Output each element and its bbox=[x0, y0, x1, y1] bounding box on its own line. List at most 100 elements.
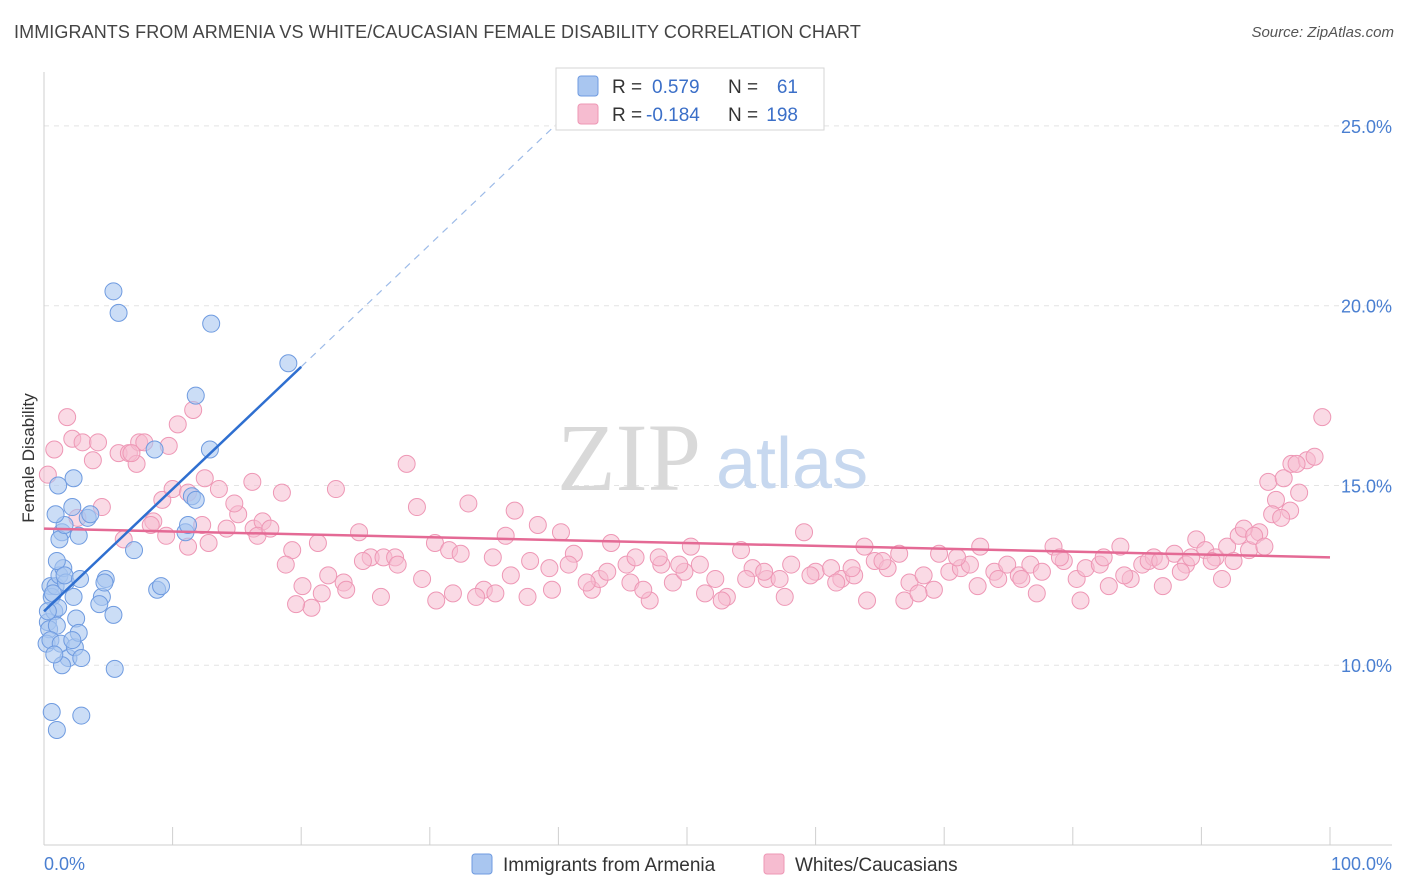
data-point-whites-caucasians bbox=[971, 537, 990, 556]
legend-swatch-pink bbox=[577, 103, 599, 125]
data-point-immigrants-from-armenia bbox=[72, 649, 91, 668]
data-point-whites-caucasians bbox=[914, 566, 933, 585]
data-point-immigrants-from-armenia bbox=[47, 551, 66, 570]
data-point-immigrants-from-armenia bbox=[145, 440, 164, 459]
data-point-immigrants-from-armenia bbox=[104, 282, 123, 301]
data-point-whites-caucasians bbox=[521, 551, 540, 570]
data-point-immigrants-from-armenia bbox=[186, 490, 205, 509]
trend-lines bbox=[43, 121, 1331, 613]
data-point-immigrants-from-armenia bbox=[63, 631, 82, 650]
data-point-immigrants-from-armenia bbox=[55, 566, 74, 585]
data-point-immigrants-from-armenia bbox=[279, 354, 298, 373]
data-point-whites-caucasians bbox=[732, 541, 751, 560]
y-tick-label: 25.0% bbox=[1341, 117, 1392, 137]
data-point-whites-caucasians bbox=[483, 548, 502, 567]
data-point-immigrants-from-armenia bbox=[200, 440, 219, 459]
data-point-whites-caucasians bbox=[388, 555, 407, 574]
data-point-whites-caucasians bbox=[141, 516, 160, 535]
data-point-whites-caucasians bbox=[1111, 537, 1130, 556]
data-point-whites-caucasians bbox=[1115, 566, 1134, 585]
data-point-whites-caucasians bbox=[858, 591, 877, 610]
gridlines bbox=[44, 125, 1392, 666]
y-tick-label: 10.0% bbox=[1341, 656, 1392, 676]
y-axis-tick-labels: 10.0% 15.0% 20.0% 25.0% bbox=[1341, 117, 1392, 676]
x-tick-label-min: 0.0% bbox=[44, 854, 85, 874]
data-point-whites-caucasians bbox=[998, 555, 1017, 574]
data-point-whites-caucasians bbox=[293, 577, 312, 596]
data-point-whites-caucasians bbox=[1151, 551, 1170, 570]
legend-n-label-blue: N = bbox=[728, 77, 758, 98]
data-point-whites-caucasians bbox=[168, 415, 187, 434]
bottom-legend-label-blue: Immigrants from Armenia bbox=[503, 855, 716, 876]
data-point-whites-caucasians bbox=[353, 551, 372, 570]
data-point-whites-caucasians bbox=[443, 584, 462, 603]
data-point-whites-caucasians bbox=[217, 519, 236, 538]
data-point-immigrants-from-armenia bbox=[105, 659, 124, 678]
data-point-whites-caucasians bbox=[1287, 454, 1306, 473]
data-point-whites-caucasians bbox=[350, 523, 369, 542]
data-point-whites-caucasians bbox=[670, 555, 689, 574]
x-axis-ticks bbox=[43, 827, 1331, 845]
data-point-whites-caucasians bbox=[371, 587, 390, 606]
correlation-legend: R = 0.579 N = 61 R = -0.184 N = 198 bbox=[555, 67, 825, 131]
data-point-whites-caucasians bbox=[706, 569, 725, 588]
data-point-whites-caucasians bbox=[1153, 577, 1172, 596]
data-point-whites-caucasians bbox=[319, 566, 338, 585]
data-point-immigrants-from-armenia bbox=[109, 303, 128, 322]
data-point-whites-caucasians bbox=[1272, 508, 1291, 527]
x-tick-label-max: 100.0% bbox=[1331, 854, 1392, 874]
data-point-whites-caucasians bbox=[598, 562, 617, 581]
data-point-immigrants-from-armenia bbox=[63, 498, 82, 517]
data-point-whites-caucasians bbox=[209, 480, 228, 499]
data-point-whites-caucasians bbox=[1099, 577, 1118, 596]
watermark-zip: ZIP bbox=[557, 404, 701, 511]
data-point-whites-caucasians bbox=[842, 559, 861, 578]
chart-title: IMMIGRANTS FROM ARMENIA VS WHITE/CAUCASI… bbox=[14, 22, 861, 42]
data-point-immigrants-from-armenia bbox=[69, 526, 88, 545]
data-point-whites-caucasians bbox=[577, 573, 596, 592]
data-point-whites-caucasians bbox=[1027, 584, 1046, 603]
data-point-whites-caucasians bbox=[890, 544, 909, 563]
data-point-whites-caucasians bbox=[989, 569, 1008, 588]
data-point-whites-caucasians bbox=[501, 566, 520, 585]
data-point-whites-caucasians bbox=[1050, 548, 1069, 567]
data-point-whites-caucasians bbox=[1305, 447, 1324, 466]
data-point-whites-caucasians bbox=[467, 587, 486, 606]
data-point-whites-caucasians bbox=[873, 551, 892, 570]
data-point-whites-caucasians bbox=[407, 498, 426, 517]
data-point-whites-caucasians bbox=[602, 533, 621, 552]
data-point-whites-caucasians bbox=[895, 591, 914, 610]
data-point-immigrants-from-armenia bbox=[152, 577, 171, 596]
data-point-immigrants-from-armenia bbox=[42, 702, 61, 721]
data-point-whites-caucasians bbox=[1182, 548, 1201, 567]
series-whites-caucasians bbox=[38, 400, 1332, 617]
data-point-whites-caucasians bbox=[413, 569, 432, 588]
data-point-whites-caucasians bbox=[287, 595, 306, 614]
data-point-whites-caucasians bbox=[157, 526, 176, 545]
data-point-whites-caucasians bbox=[968, 577, 987, 596]
data-point-whites-caucasians bbox=[302, 598, 321, 617]
data-point-immigrants-from-armenia bbox=[47, 720, 66, 739]
data-point-whites-caucasians bbox=[801, 566, 820, 585]
data-point-whites-caucasians bbox=[308, 533, 327, 552]
data-point-whites-caucasians bbox=[451, 544, 470, 563]
legend-r-label-blue: R = bbox=[612, 77, 642, 98]
data-point-whites-caucasians bbox=[45, 440, 64, 459]
data-point-whites-caucasians bbox=[755, 562, 774, 581]
data-point-immigrants-from-armenia bbox=[64, 469, 83, 488]
data-point-whites-caucasians bbox=[122, 444, 141, 463]
trend-line-immigrants-from-armenia bbox=[43, 365, 303, 613]
data-point-whites-caucasians bbox=[58, 408, 77, 427]
data-point-whites-caucasians bbox=[1171, 562, 1190, 581]
data-point-whites-caucasians bbox=[518, 587, 537, 606]
data-point-whites-caucasians bbox=[551, 523, 570, 542]
data-point-immigrants-from-armenia bbox=[64, 587, 83, 606]
y-axis-label: Female Disability bbox=[19, 393, 38, 523]
legend-swatch-blue bbox=[577, 75, 599, 97]
data-point-whites-caucasians bbox=[663, 573, 682, 592]
data-point-whites-caucasians bbox=[1224, 551, 1243, 570]
data-point-immigrants-from-armenia bbox=[49, 476, 68, 495]
legend-n-label-pink: N = bbox=[728, 105, 758, 126]
data-point-whites-caucasians bbox=[712, 591, 731, 610]
